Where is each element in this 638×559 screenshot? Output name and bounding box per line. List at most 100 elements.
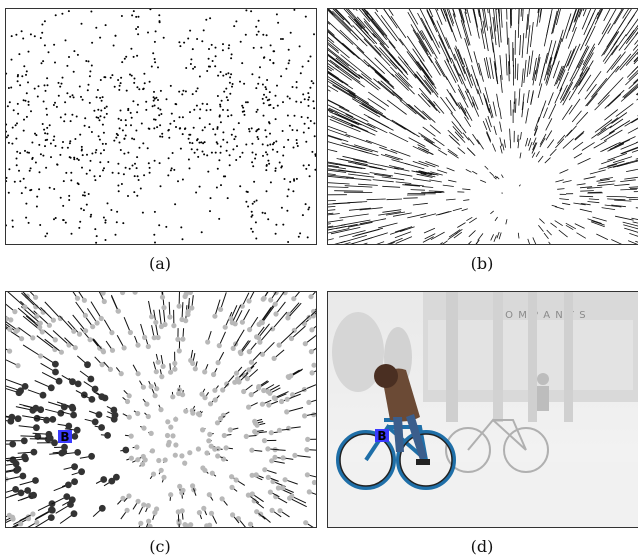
feature-point — [151, 105, 154, 108]
motion-vector — [351, 98, 378, 114]
feature-point — [127, 109, 130, 112]
feature-point — [243, 82, 246, 85]
cluster-point-light — [118, 371, 124, 377]
feature-point — [250, 215, 253, 218]
cluster-vector — [21, 292, 37, 308]
cluster-point-light — [266, 402, 272, 408]
motion-vector — [422, 126, 436, 137]
cluster-point-light — [247, 521, 254, 527]
feature-point — [292, 146, 295, 149]
cluster-point-light — [258, 511, 264, 517]
motion-vector — [378, 164, 400, 170]
feature-point — [29, 33, 32, 36]
cluster-vector — [36, 335, 56, 350]
feature-point — [6, 176, 8, 179]
cluster-vector — [272, 311, 288, 330]
motion-vector — [378, 222, 398, 229]
feature-point — [255, 87, 258, 90]
feature-point — [54, 61, 56, 64]
cluster-point-light — [223, 445, 229, 451]
feature-point — [158, 162, 161, 165]
segmented-photo: C O M P A N Y S — [328, 292, 638, 527]
cluster-point-light — [207, 431, 213, 437]
cluster-vector — [248, 292, 255, 302]
motion-vector — [423, 227, 436, 234]
feature-point — [183, 41, 186, 44]
motion-vector — [424, 79, 439, 98]
cluster-point-light — [201, 505, 207, 511]
feature-point — [104, 239, 107, 241]
cluster-point-light — [135, 498, 141, 504]
cluster-point-light — [305, 436, 311, 442]
motion-vector — [328, 109, 334, 113]
feature-point — [226, 141, 229, 144]
motion-vector — [611, 204, 626, 208]
feature-point — [67, 10, 70, 13]
motion-vector — [552, 60, 560, 79]
feature-point — [142, 142, 145, 145]
feature-point — [153, 104, 156, 107]
motion-vector — [437, 149, 448, 156]
motion-vector — [369, 166, 387, 171]
feature-point — [308, 96, 311, 99]
feature-point — [241, 104, 244, 107]
motion-vector — [579, 195, 594, 198]
cluster-vector — [148, 300, 153, 317]
feature-point — [54, 217, 57, 219]
cluster-point-light — [6, 316, 9, 322]
motion-vector — [457, 84, 466, 100]
feature-point — [250, 127, 253, 130]
cluster-point-dark — [71, 463, 78, 471]
motion-vector — [499, 137, 503, 147]
cluster-vector — [258, 323, 270, 339]
motion-vector — [545, 40, 553, 64]
motion-vector — [448, 9, 455, 24]
motion-vector — [377, 80, 402, 102]
cluster-point-light — [161, 474, 167, 480]
cluster-point-light — [215, 453, 221, 459]
motion-vector — [622, 9, 629, 19]
feature-point — [190, 58, 193, 61]
feature-point — [251, 142, 254, 145]
cluster-point-light — [165, 419, 171, 425]
feature-point — [16, 80, 19, 83]
feature-point — [125, 55, 128, 58]
motion-vector — [390, 148, 411, 157]
motion-vector — [482, 9, 486, 28]
motion-vector — [382, 185, 401, 188]
cluster-point-light — [275, 485, 281, 491]
cluster-point-dark — [52, 368, 59, 376]
cluster-vector — [6, 420, 11, 422]
feature-point — [14, 124, 17, 127]
motion-vector — [339, 118, 369, 132]
motion-vector — [353, 159, 380, 166]
cluster-point-dark — [74, 449, 82, 456]
motion-vector — [328, 219, 344, 223]
feature-point — [123, 57, 126, 60]
feature-point — [220, 184, 222, 187]
motion-vector — [583, 13, 594, 36]
motion-vector — [457, 49, 466, 68]
feature-point — [25, 216, 28, 219]
cluster-point-light — [247, 327, 253, 333]
feature-point — [273, 141, 275, 144]
cluster-point-light — [304, 447, 310, 453]
motion-vector — [391, 73, 409, 91]
motion-vector — [538, 225, 544, 232]
feature-point — [179, 45, 182, 48]
feature-point — [218, 159, 221, 162]
motion-vector — [544, 157, 551, 164]
motion-vector — [620, 188, 637, 191]
cluster-vector — [261, 305, 275, 323]
feature-point — [309, 86, 312, 89]
motion-vector — [425, 161, 440, 167]
cluster-vector — [278, 330, 295, 346]
motion-vector — [328, 42, 339, 52]
cluster-point-dark — [12, 460, 20, 468]
motion-vector — [359, 218, 387, 225]
feature-point — [203, 141, 206, 144]
feature-point — [24, 186, 27, 189]
motion-vector — [496, 93, 500, 108]
feature-point — [225, 149, 228, 152]
motion-vector — [455, 45, 464, 65]
